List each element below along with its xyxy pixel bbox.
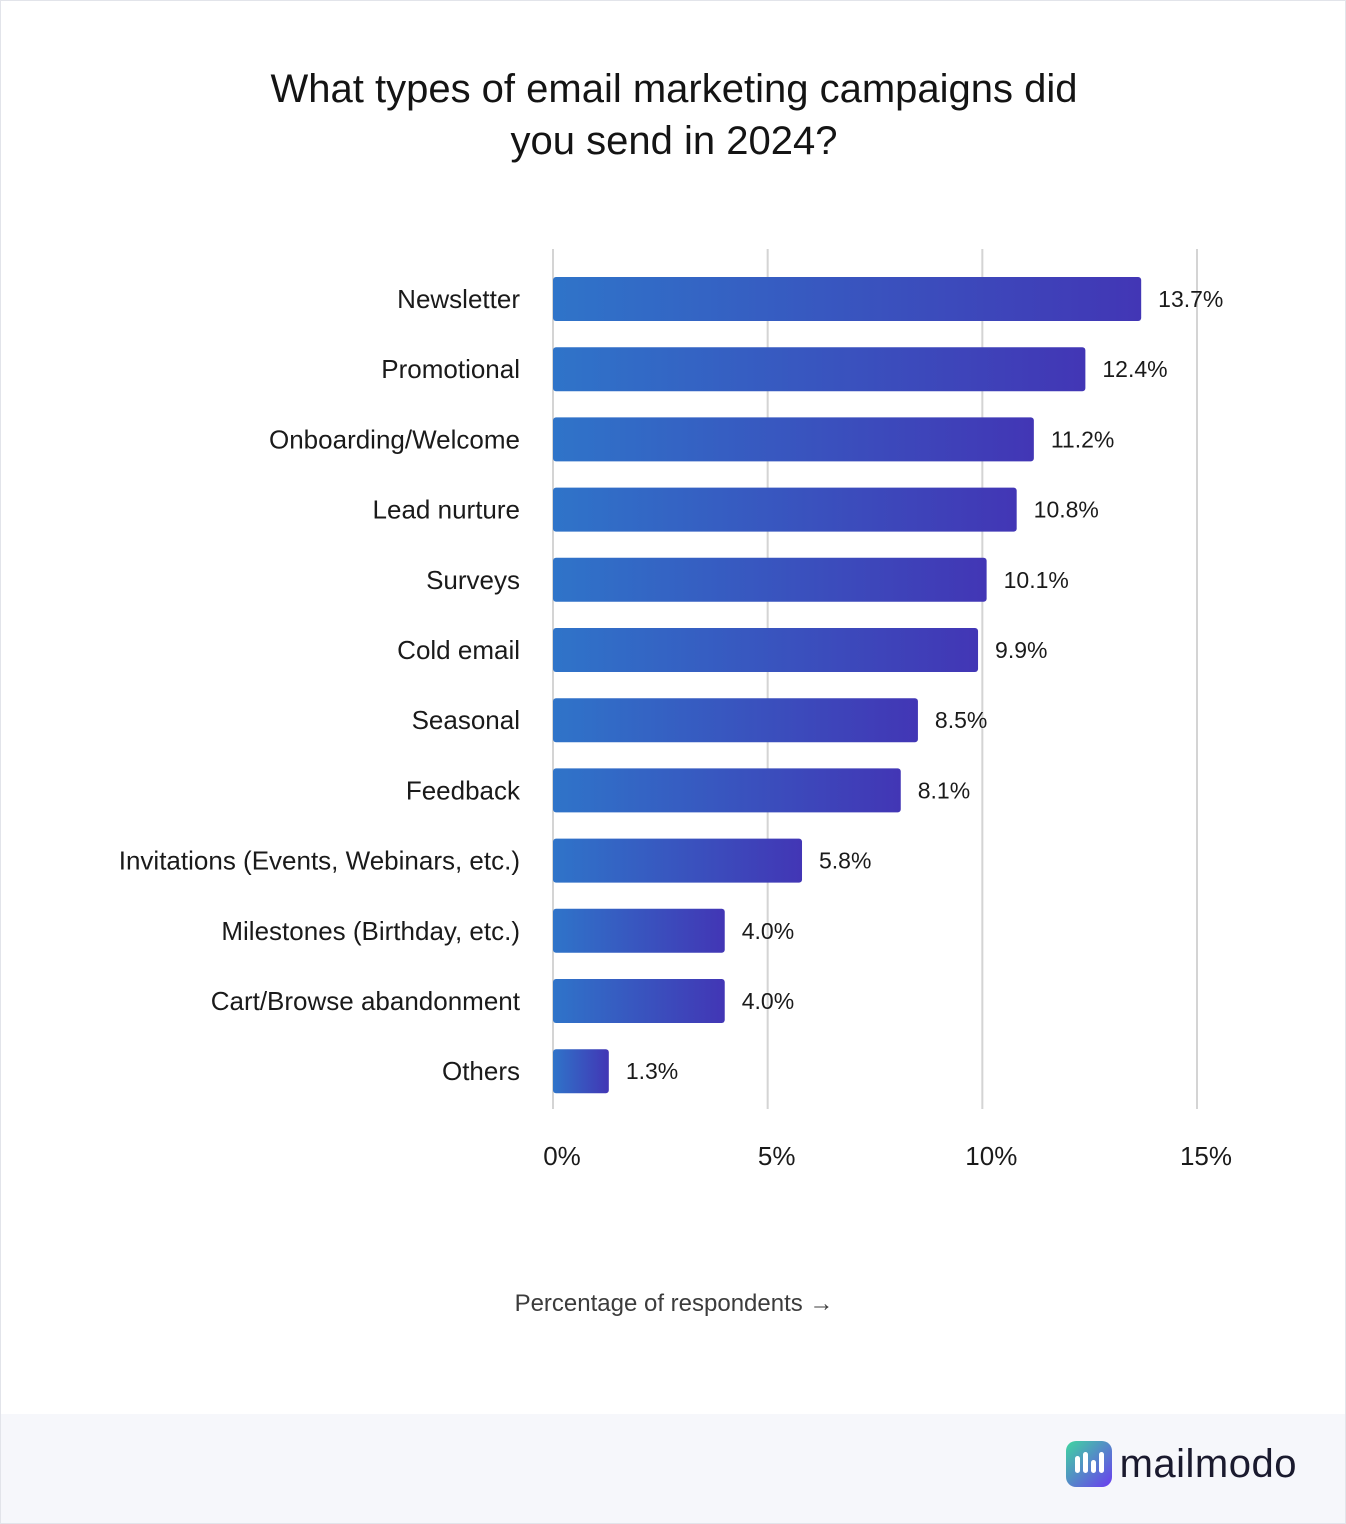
value-label: 10.8% [1034, 497, 1099, 523]
bar [553, 768, 901, 813]
value-label: 1.3% [626, 1058, 678, 1084]
value-label: 10.1% [1004, 567, 1069, 593]
value-label: 4.0% [742, 918, 794, 944]
value-label: 8.5% [935, 707, 987, 733]
category-label: Onboarding/Welcome [269, 424, 520, 454]
mailmodo-logo-icon [1065, 1441, 1112, 1487]
footer: mailmodo [1, 1414, 1345, 1523]
category-label: Milestones (Birthday, etc.) [221, 916, 520, 946]
x-tick-label: 15% [1180, 1141, 1232, 1171]
bar [553, 908, 725, 953]
bar [553, 557, 987, 602]
category-label: Others [442, 1056, 520, 1086]
bar [553, 347, 1086, 392]
x-axis-label: Percentage of respondents → [514, 1290, 834, 1317]
bar [553, 838, 803, 883]
bar [553, 417, 1034, 462]
chart-title-line-2: you send in 2024? [510, 119, 838, 163]
value-label: 5.8% [819, 848, 871, 874]
brand-name: mailmodo [1119, 1441, 1297, 1486]
bar [553, 979, 725, 1023]
category-label: Newsletter [397, 284, 520, 314]
value-label: 9.9% [995, 637, 1047, 663]
category-label: Cold email [397, 635, 520, 665]
brand-logo: mailmodo [1065, 1441, 1297, 1487]
bar [553, 698, 918, 743]
value-label: 12.4% [1102, 356, 1167, 382]
value-label: 4.0% [742, 988, 794, 1014]
value-label: 8.1% [918, 777, 970, 803]
x-tick-label: 0% [543, 1141, 581, 1171]
value-label: 11.2% [1051, 426, 1115, 452]
category-label: Seasonal [412, 705, 520, 735]
category-label: Invitations (Events, Webinars, etc.) [119, 846, 520, 876]
x-tick-label: 5% [758, 1141, 796, 1171]
category-label: Feedback [406, 775, 521, 805]
chart-title: What types of email marketing campaigns … [1, 63, 1345, 167]
category-label: Cart/Browse abandonment [211, 986, 521, 1016]
x-tick-label: 10% [965, 1141, 1017, 1171]
category-label: Lead nurture [373, 495, 520, 525]
value-label: 13.7% [1158, 286, 1223, 312]
bar-chart: 0% 5% 10% 15% Newsletter 13.7% Promotional 12.4… [119, 249, 1232, 1171]
category-label: Promotional [381, 354, 520, 384]
category-label: Surveys [426, 565, 520, 595]
bar [553, 628, 979, 672]
bar [553, 1049, 609, 1094]
bar [553, 277, 1142, 321]
chart-title-line-1: What types of email marketing campaigns … [270, 67, 1078, 111]
bar [553, 487, 1017, 532]
